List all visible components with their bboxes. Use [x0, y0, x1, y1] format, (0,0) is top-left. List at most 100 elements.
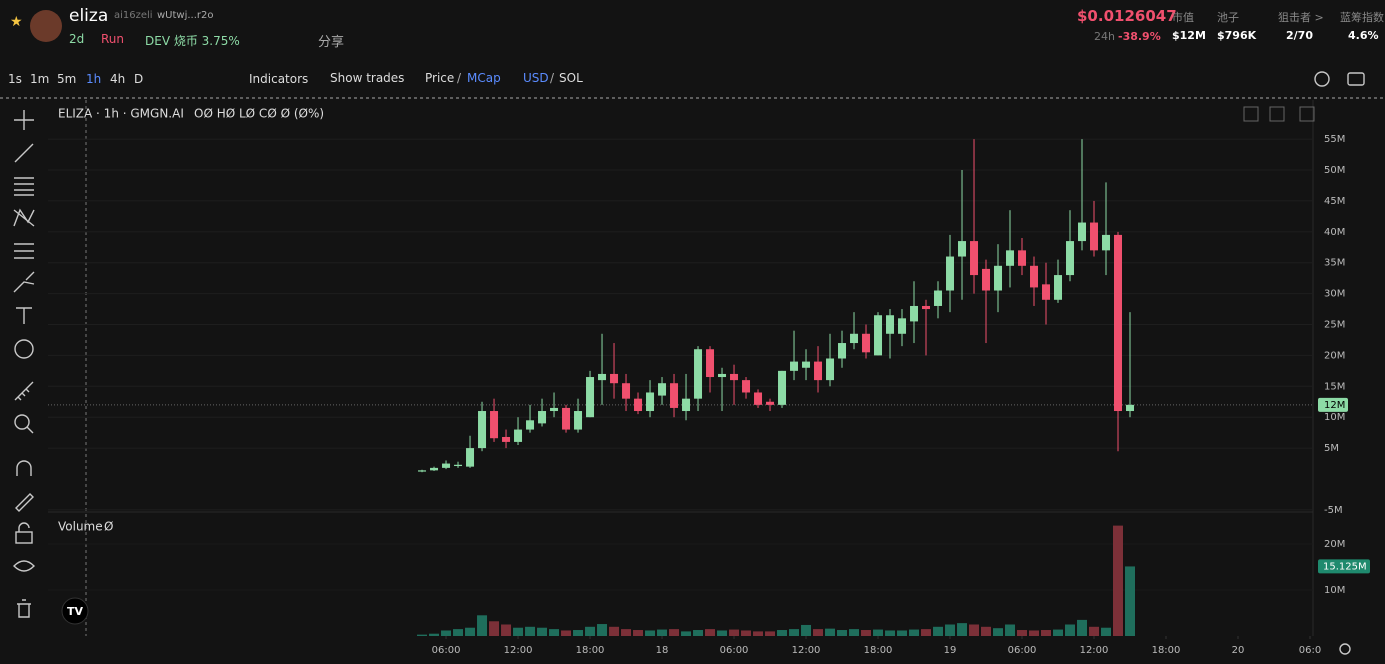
- settings-icon[interactable]: [1314, 71, 1330, 87]
- pane-button[interactable]: [1243, 106, 1259, 122]
- candle-body: [934, 290, 943, 306]
- volume-bar: [645, 630, 656, 636]
- volume-title: Volume: [58, 520, 103, 534]
- candle-body: [574, 411, 583, 430]
- y-tick-label: 45M: [1324, 196, 1345, 207]
- volume-bar: [477, 615, 488, 636]
- candle-body: [898, 318, 907, 334]
- x-tick-label: 06:00: [432, 645, 461, 656]
- pane-button[interactable]: [1269, 106, 1285, 122]
- candle-body: [670, 383, 679, 408]
- candle-body: [1006, 250, 1015, 266]
- x-tick-label: 18:00: [864, 645, 893, 656]
- address[interactable]: wUtwj...r2o: [157, 10, 214, 21]
- interval-button[interactable]: 4h: [110, 72, 126, 86]
- volume-bar: [957, 623, 968, 636]
- change: -38.9%: [1118, 30, 1161, 43]
- candle-body: [706, 349, 715, 378]
- star-icon[interactable]: ★: [10, 14, 23, 30]
- x-tick-label: 06:0: [1299, 645, 1321, 656]
- indicators-button[interactable]: Indicators: [249, 72, 309, 86]
- pane-button[interactable]: [1299, 106, 1315, 122]
- last-price-box: [1318, 397, 1348, 412]
- camera-icon[interactable]: [1347, 72, 1365, 86]
- y-tick-label: 25M: [1324, 320, 1345, 331]
- candle-body: [502, 436, 511, 442]
- drawing-tools[interactable]: [13, 110, 35, 618]
- candle-body: [430, 467, 439, 471]
- show-trades-button[interactable]: Show trades: [330, 71, 405, 85]
- price-toggle[interactable]: Price: [425, 71, 455, 85]
- volume-bar: [837, 630, 848, 636]
- volume-bar: [657, 629, 668, 636]
- candle-body: [418, 470, 427, 472]
- volume-bar: [1053, 629, 1064, 636]
- candle-body: [442, 463, 451, 468]
- volume-bar: [1041, 630, 1052, 636]
- x-tick-label: 12:00: [792, 645, 821, 656]
- token-name: eliza: [69, 6, 109, 26]
- candle-body: [646, 392, 655, 412]
- candle-body: [814, 361, 823, 381]
- candle-body: [1018, 250, 1027, 266]
- volume-bar: [933, 626, 944, 636]
- volume-bar: [1101, 627, 1112, 636]
- interval-button[interactable]: 1s: [8, 72, 22, 86]
- y-tick-label: 30M: [1324, 289, 1345, 300]
- x-tick-label: 18: [656, 645, 669, 656]
- candle-body: [490, 411, 499, 439]
- candle-body: [1114, 234, 1123, 412]
- volume-bar: [705, 629, 716, 636]
- ticker: ai16zeli: [114, 10, 153, 21]
- candle-body: [1090, 222, 1099, 251]
- candle-body: [526, 420, 535, 430]
- candle-body: [682, 398, 691, 412]
- volume-bar: [1077, 619, 1088, 636]
- stat-label: 狙击者 >: [1278, 11, 1324, 24]
- interval-button[interactable]: 5m: [57, 72, 77, 86]
- candle-body: [754, 392, 763, 405]
- candle-body: [478, 411, 487, 449]
- volume-bar: [441, 630, 452, 636]
- y-tick-label: 55M: [1324, 134, 1345, 145]
- candle-body: [562, 407, 571, 430]
- candle-body: [982, 268, 991, 291]
- axis-settings-icon[interactable]: [1339, 643, 1351, 655]
- volume-bar: [621, 629, 632, 636]
- interval-button[interactable]: 1m: [30, 72, 50, 86]
- y-tick-label: -5M: [1324, 505, 1343, 516]
- candle-body: [586, 377, 595, 418]
- change-period: 24h: [1094, 30, 1115, 43]
- candle-body: [874, 315, 883, 356]
- volume-bar: [537, 627, 548, 636]
- volume-bar: [1005, 624, 1016, 636]
- interval-button[interactable]: D: [134, 72, 144, 86]
- y-tick-label: 50M: [1324, 165, 1345, 176]
- volume-bar: [1089, 626, 1100, 636]
- candle-body: [658, 383, 667, 396]
- usd-toggle[interactable]: USD: [523, 71, 549, 85]
- candle-body: [1054, 275, 1063, 300]
- volume-bar: [945, 624, 956, 636]
- candle-body: [538, 411, 547, 424]
- mcap-toggle[interactable]: MCap: [467, 71, 501, 85]
- stat-value: $12M: [1172, 29, 1206, 42]
- sol-toggle[interactable]: SOL: [559, 71, 583, 85]
- y-tick-label: 40M: [1324, 227, 1345, 238]
- volume-bar: [585, 626, 596, 636]
- x-tick-label: 18:00: [576, 645, 605, 656]
- chart-title: ELIZA · 1h · GMGN.AI: [58, 107, 184, 121]
- stat-label: 池子: [1217, 11, 1239, 24]
- volume-bar: [549, 629, 560, 636]
- y-tick-label: 20M: [1324, 350, 1345, 361]
- volume-bar: [1065, 624, 1076, 636]
- candle-body: [994, 265, 1003, 291]
- dev-info: DEV 烧币 3.75%: [145, 34, 240, 48]
- volume-bar: [741, 630, 752, 636]
- volume-bar: [801, 624, 812, 636]
- interval-button[interactable]: 1h: [86, 72, 102, 86]
- price: $0.0126047: [1077, 7, 1177, 25]
- share[interactable]: 分享: [318, 35, 345, 50]
